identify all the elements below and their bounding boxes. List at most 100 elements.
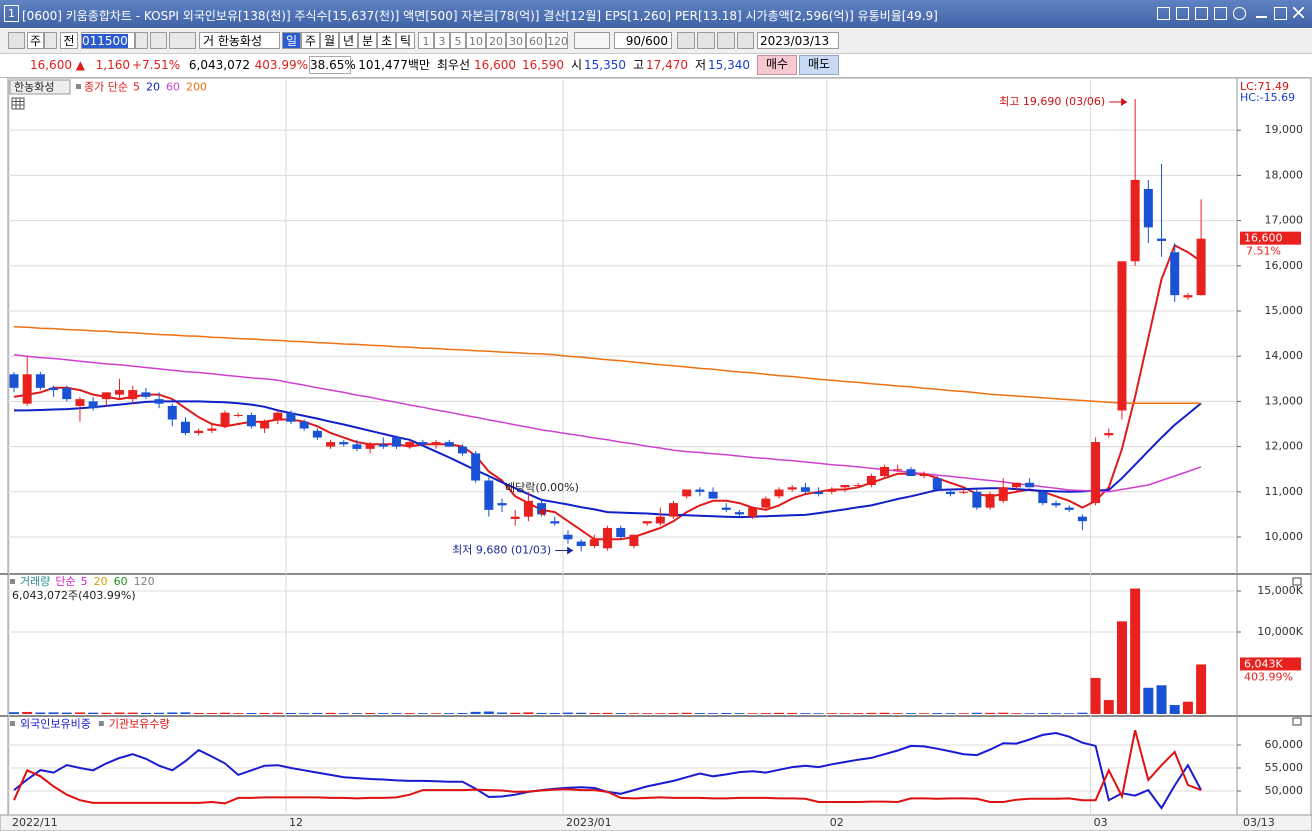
dropdown-arrow[interactable] bbox=[135, 32, 148, 49]
date-input[interactable]: 2023/03/13 bbox=[757, 32, 839, 49]
interval-button[interactable]: 3 bbox=[434, 32, 450, 49]
maximize-button[interactable] bbox=[1274, 7, 1287, 20]
interval-button[interactable]: 1 bbox=[418, 32, 434, 49]
dropdown-arrow[interactable] bbox=[44, 32, 57, 49]
amount: 101,477백만 bbox=[358, 58, 430, 72]
y-tick-label: 50,000 bbox=[1265, 784, 1304, 797]
dividend-annotation: 배당락(0.00%) bbox=[505, 481, 579, 494]
candle-body bbox=[471, 453, 481, 481]
candle-body bbox=[22, 374, 32, 404]
candle-body bbox=[589, 539, 599, 547]
volume-bar bbox=[220, 712, 231, 714]
volume-bar bbox=[114, 712, 125, 714]
axis-area bbox=[1236, 78, 1312, 816]
legend-marker bbox=[76, 84, 81, 89]
candle-body bbox=[128, 390, 138, 400]
code-input[interactable]: 011500 bbox=[81, 32, 135, 49]
volume-bar bbox=[1116, 621, 1127, 714]
volume-bar bbox=[655, 713, 666, 714]
candle-body bbox=[1051, 503, 1061, 506]
volume-bar bbox=[813, 713, 824, 714]
volume-bar bbox=[404, 713, 415, 714]
y-tick-label: 10,000 bbox=[1265, 530, 1304, 543]
stock-name: 한농화성 bbox=[14, 81, 54, 94]
buy-button[interactable]: 매수 bbox=[757, 55, 797, 75]
candle-body bbox=[88, 401, 98, 409]
candle-body bbox=[563, 534, 573, 540]
candle-body bbox=[260, 421, 270, 429]
tool-button[interactable] bbox=[697, 32, 715, 49]
interval-button[interactable]: 10 bbox=[466, 32, 486, 49]
menu-button[interactable] bbox=[8, 32, 25, 49]
candle-body bbox=[246, 414, 256, 427]
candle-body bbox=[299, 421, 309, 429]
window-button[interactable] bbox=[1157, 7, 1170, 20]
stock-name[interactable]: 거 한농화성 bbox=[199, 32, 280, 49]
tool-button[interactable] bbox=[717, 32, 735, 49]
volume-bar bbox=[470, 711, 481, 714]
interval-button[interactable]: 30 bbox=[506, 32, 526, 49]
period-button[interactable]: 분 bbox=[358, 32, 377, 49]
interval-button[interactable]: 5 bbox=[450, 32, 466, 49]
prev-button[interactable]: 전 bbox=[60, 32, 78, 49]
candle-body bbox=[787, 487, 797, 490]
volume-bar bbox=[154, 712, 165, 714]
candle-body bbox=[761, 498, 771, 508]
volume-bar bbox=[140, 712, 151, 714]
volume-bar bbox=[642, 713, 653, 714]
close-button[interactable] bbox=[1293, 7, 1304, 18]
window-button[interactable] bbox=[1195, 7, 1208, 20]
volume-bar bbox=[800, 713, 811, 714]
interval-button[interactable]: 60 bbox=[526, 32, 546, 49]
settings-button[interactable] bbox=[737, 32, 754, 49]
period-button[interactable]: 년 bbox=[339, 32, 358, 49]
sound-button[interactable] bbox=[169, 32, 196, 49]
y-tick-label: 11,000 bbox=[1265, 485, 1304, 498]
interval-button[interactable]: 120 bbox=[546, 32, 568, 49]
period-button[interactable]: 일 bbox=[282, 32, 301, 49]
dropdown-select[interactable] bbox=[574, 32, 610, 49]
volume-bar bbox=[312, 712, 323, 714]
line bbox=[13, 730, 1202, 805]
volume-bar bbox=[787, 712, 798, 714]
volume-bar bbox=[206, 713, 217, 714]
candle-body bbox=[273, 412, 283, 420]
max-annotation: 최고 19,690 (03/06) bbox=[999, 95, 1105, 108]
count-input[interactable]: 90/600 bbox=[614, 32, 672, 49]
open-label: 시 bbox=[570, 58, 582, 72]
candle-body bbox=[207, 428, 217, 431]
window-button[interactable] bbox=[1176, 7, 1189, 20]
volume-bar bbox=[61, 712, 72, 714]
panel-button bbox=[1292, 577, 1302, 586]
volume-bar bbox=[1077, 712, 1088, 714]
period-button[interactable]: 주 bbox=[301, 32, 320, 49]
candle-body bbox=[75, 399, 85, 406]
interval-button[interactable]: 20 bbox=[486, 32, 506, 49]
unit-select[interactable]: 주 bbox=[27, 32, 44, 49]
period-button[interactable]: 월 bbox=[320, 32, 339, 49]
window-icon[interactable]: 1 bbox=[4, 5, 19, 22]
period-button[interactable]: 초 bbox=[377, 32, 396, 49]
volume-bar bbox=[774, 712, 785, 714]
period-button[interactable]: 틱 bbox=[396, 32, 415, 49]
lc-label: LC:71.49 bbox=[1240, 80, 1289, 93]
candle-body bbox=[603, 527, 613, 549]
candle-body bbox=[642, 521, 652, 524]
candle-body bbox=[180, 421, 190, 434]
search-button[interactable] bbox=[150, 32, 167, 49]
candle-body bbox=[629, 534, 639, 547]
window-button[interactable] bbox=[1233, 7, 1246, 20]
candle-body bbox=[774, 489, 784, 497]
candle-body bbox=[1091, 442, 1101, 504]
minimize-button[interactable] bbox=[1256, 7, 1267, 18]
grid-icon bbox=[11, 97, 25, 110]
tool-button[interactable] bbox=[677, 32, 695, 49]
y-tick-label: 17,000 bbox=[1265, 214, 1304, 227]
window-button[interactable] bbox=[1214, 7, 1227, 20]
candle-body bbox=[734, 512, 744, 515]
candle-body bbox=[1117, 261, 1127, 411]
sell-button[interactable]: 매도 bbox=[799, 55, 839, 75]
x-tick-label: 03/13 bbox=[1243, 816, 1275, 829]
ma-label: 단순 bbox=[55, 575, 75, 588]
